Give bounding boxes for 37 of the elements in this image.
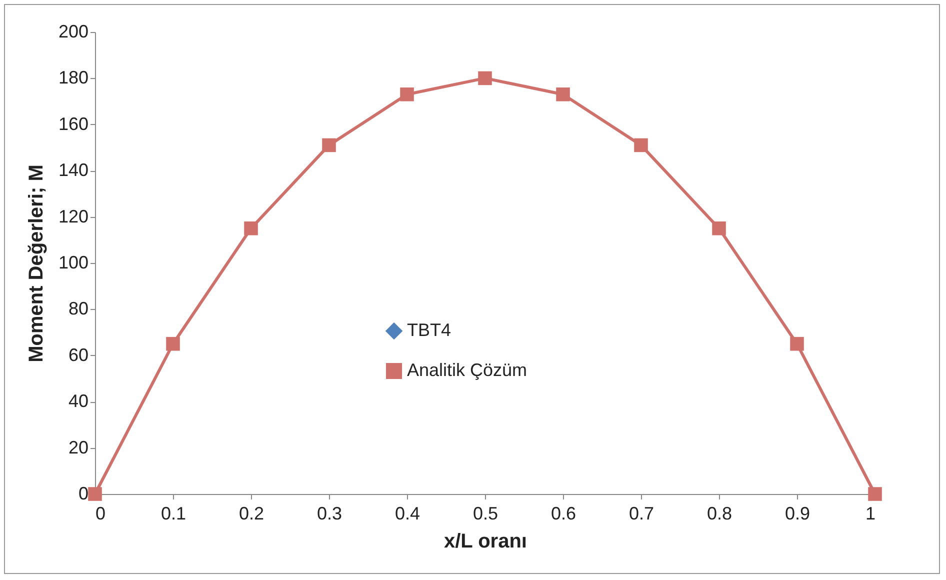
y-axis-title: Moment Değerleri; M: [25, 164, 48, 362]
point: [88, 487, 102, 501]
y-tick-label: 180: [58, 68, 88, 88]
point: [790, 336, 804, 351]
x-tick-label: 0.8: [706, 504, 732, 524]
point: [400, 87, 414, 102]
x-axis-title: x/L oranı: [444, 530, 527, 552]
point: [322, 138, 336, 152]
x-tick-label: 0.3: [316, 504, 342, 524]
y-tick-label: 140: [58, 160, 88, 180]
x-tick-label: 0.4: [394, 504, 420, 524]
x-tick-label: 0.9: [784, 504, 810, 524]
x-tick-label: 0.2: [238, 504, 264, 524]
x-tick-label: 0: [96, 504, 106, 524]
y-tick-label: 40: [68, 391, 88, 412]
y-tick-label: 100: [58, 252, 88, 272]
x-tick-label: 0.7: [628, 504, 654, 524]
y-tick-label: 20: [68, 437, 88, 458]
point: [634, 138, 648, 152]
y-tick-label: 200: [58, 22, 88, 42]
legend-label: Analitik Çözüm: [407, 360, 528, 380]
point: [166, 336, 180, 351]
point: [244, 221, 258, 236]
point: [478, 71, 492, 86]
x-tick-label: 1: [865, 504, 876, 524]
x-tick-label: 0.5: [472, 504, 498, 524]
y-tick-label: 60: [68, 344, 88, 365]
y-tick-label: 120: [58, 206, 88, 226]
y-tick-label: 80: [68, 298, 88, 319]
y-tick-label: 0: [78, 484, 88, 504]
y-tick-label: 160: [58, 114, 88, 134]
x-tick-label: 0.1: [160, 504, 186, 524]
point: [556, 87, 570, 102]
legend-label: TBT4: [407, 320, 452, 340]
point: [712, 221, 726, 236]
x-tick-label: 0.6: [550, 504, 576, 524]
point: [868, 487, 882, 501]
